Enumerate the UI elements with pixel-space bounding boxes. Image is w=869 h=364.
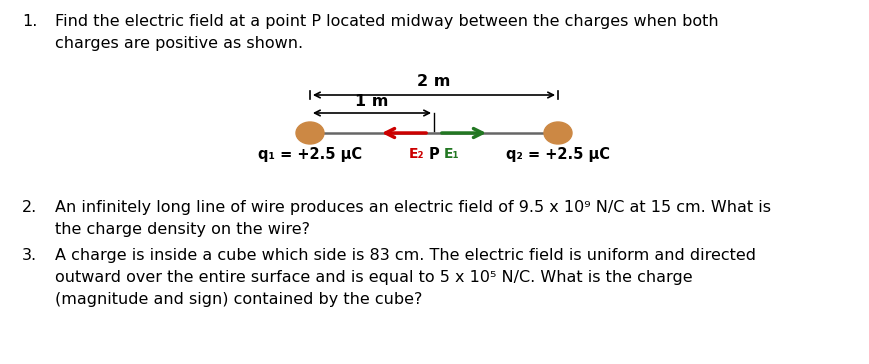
Text: 1.: 1.	[22, 14, 37, 29]
Text: 2 m: 2 m	[417, 74, 451, 89]
Text: E₁: E₁	[444, 147, 460, 161]
Text: A charge is inside a cube which side is 83 cm. The electric field is uniform and: A charge is inside a cube which side is …	[55, 248, 756, 263]
Text: Find the electric field at a point P located midway between the charges when bot: Find the electric field at a point P loc…	[55, 14, 719, 29]
Ellipse shape	[296, 122, 324, 144]
Text: 2.: 2.	[22, 200, 37, 215]
Text: (magnitude and sign) contained by the cube?: (magnitude and sign) contained by the cu…	[55, 292, 422, 307]
Text: 1 m: 1 m	[355, 94, 388, 109]
Text: An infinitely long line of wire produces an electric field of 9.5 x 10⁹ N/C at 1: An infinitely long line of wire produces…	[55, 200, 771, 215]
Text: q₂ = +2.5 μC: q₂ = +2.5 μC	[506, 147, 610, 162]
Text: q₁ = +2.5 μC: q₁ = +2.5 μC	[258, 147, 362, 162]
Text: 3.: 3.	[22, 248, 37, 263]
Text: E₂: E₂	[408, 147, 424, 161]
Text: charges are positive as shown.: charges are positive as shown.	[55, 36, 303, 51]
Text: outward over the entire surface and is equal to 5 x 10⁵ N/C. What is the charge: outward over the entire surface and is e…	[55, 270, 693, 285]
Ellipse shape	[544, 122, 572, 144]
Text: P: P	[428, 147, 440, 162]
Text: the charge density on the wire?: the charge density on the wire?	[55, 222, 310, 237]
